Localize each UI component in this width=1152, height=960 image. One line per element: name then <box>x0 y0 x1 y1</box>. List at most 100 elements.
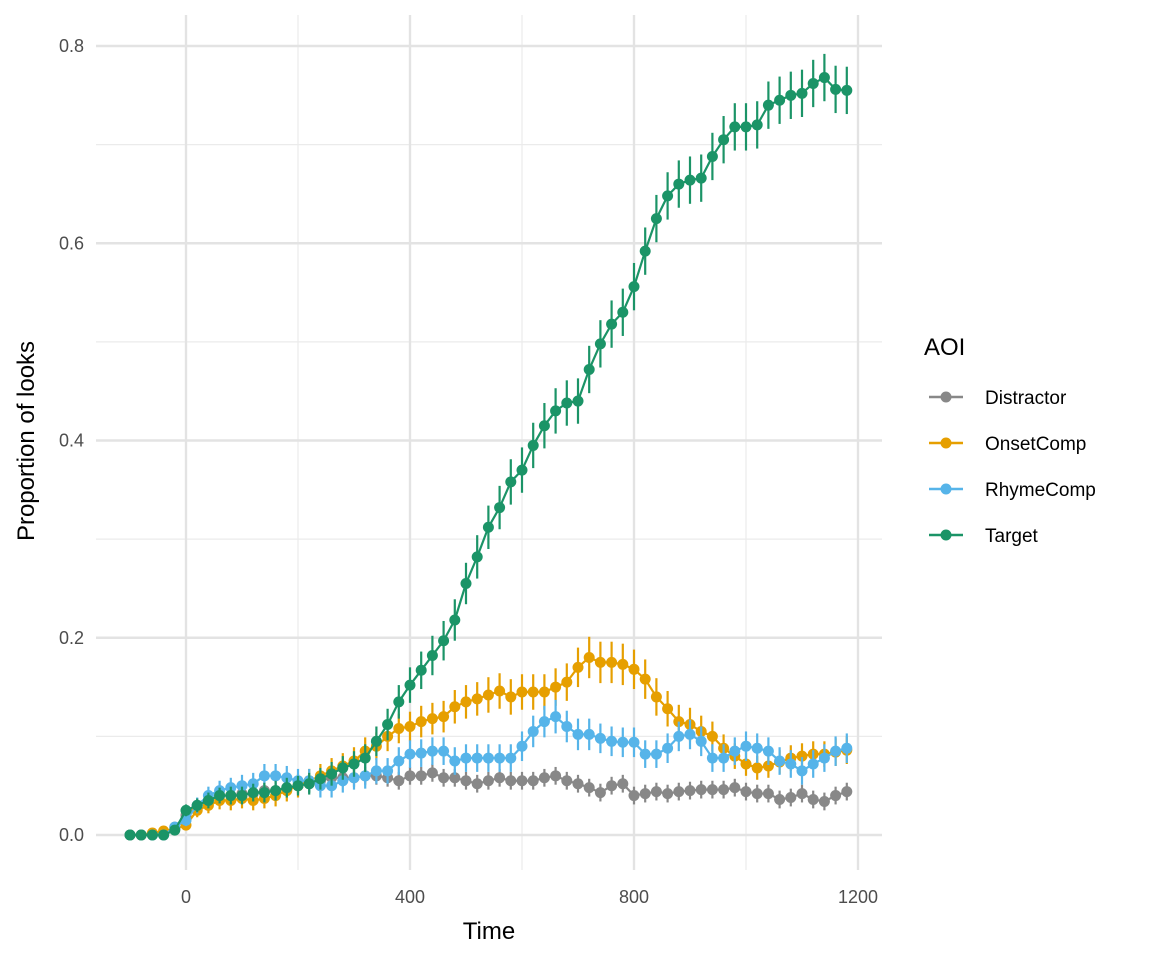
data-point <box>449 614 461 626</box>
data-point <box>158 829 170 841</box>
data-point <box>449 772 461 784</box>
data-point <box>415 747 427 759</box>
x-axis-title: Time <box>463 918 515 945</box>
data-point <box>516 740 528 752</box>
data-point <box>460 696 472 708</box>
data-point <box>494 502 506 514</box>
data-point <box>762 788 774 800</box>
data-point <box>762 745 774 757</box>
data-point <box>762 99 774 111</box>
data-point <box>550 405 562 417</box>
data-point <box>426 713 438 725</box>
data-point <box>382 765 394 777</box>
data-point <box>393 722 405 734</box>
data-point <box>729 121 741 133</box>
data-point <box>292 780 304 792</box>
data-point <box>639 245 651 257</box>
data-point <box>258 787 270 799</box>
legend-key-point <box>940 483 952 495</box>
data-point <box>617 736 629 748</box>
data-point <box>751 762 763 774</box>
data-point <box>751 742 763 754</box>
data-point <box>214 790 226 802</box>
data-point <box>684 785 696 797</box>
data-point <box>415 664 427 676</box>
data-point <box>426 767 438 779</box>
x-tick-labels: 0 400 800 1200 <box>181 887 878 907</box>
data-point <box>583 782 595 794</box>
data-point <box>505 775 517 787</box>
data-point <box>830 790 842 802</box>
data-point <box>348 758 360 770</box>
data-point <box>662 190 674 202</box>
data-point <box>303 778 315 790</box>
legend-key-point <box>940 529 952 541</box>
data-point <box>572 728 584 740</box>
data-point <box>415 716 427 728</box>
data-point <box>706 730 718 742</box>
data-point <box>818 752 830 764</box>
data-point <box>774 94 786 106</box>
data-point <box>270 770 282 782</box>
data-point <box>169 824 181 836</box>
data-point <box>572 778 584 790</box>
data-point <box>639 748 651 760</box>
data-point <box>572 661 584 673</box>
x-tick-label: 0 <box>181 887 191 907</box>
data-point <box>673 178 685 190</box>
data-point <box>796 750 808 762</box>
data-point <box>639 788 651 800</box>
data-point <box>191 799 203 811</box>
data-point <box>830 745 842 757</box>
data-point <box>650 691 662 703</box>
data-point <box>270 785 282 797</box>
legend-item-distractor: Distractor <box>929 388 1067 409</box>
major-gridlines <box>96 15 882 870</box>
data-point <box>438 711 450 723</box>
data-point <box>359 770 371 782</box>
data-point <box>494 685 506 697</box>
data-point <box>684 174 696 186</box>
data-point <box>807 77 819 89</box>
data-point <box>729 782 741 794</box>
data-point <box>594 656 606 668</box>
data-point <box>527 439 539 451</box>
data-point <box>516 775 528 787</box>
data-point <box>583 728 595 740</box>
data-point <box>180 804 192 816</box>
minor-gridlines <box>96 15 882 870</box>
data-point <box>550 711 562 723</box>
data-point <box>650 786 662 798</box>
data-point <box>180 814 192 826</box>
data-point <box>650 748 662 760</box>
data-point <box>740 121 752 133</box>
y-tick-label: 0.8 <box>59 36 84 56</box>
data-point <box>505 476 517 488</box>
data-point <box>583 363 595 375</box>
data-point <box>538 420 550 432</box>
data-point <box>236 780 248 792</box>
data-point <box>628 663 640 675</box>
data-point <box>774 755 786 767</box>
data-point <box>460 775 472 787</box>
data-point <box>617 658 629 670</box>
data-point <box>494 772 506 784</box>
data-point <box>572 395 584 407</box>
data-point <box>460 578 472 590</box>
data-point <box>673 730 685 742</box>
data-point <box>337 775 349 787</box>
data-point <box>594 338 606 350</box>
data-point <box>527 725 539 737</box>
legend-label: Target <box>985 526 1039 547</box>
legend-key-point <box>940 437 952 449</box>
data-point <box>359 752 371 764</box>
data-point <box>718 784 730 796</box>
data-point <box>516 464 528 476</box>
data-point <box>393 696 405 708</box>
data-point <box>796 765 808 777</box>
legend-items: Distractor OnsetComp RhymeComp Target <box>929 388 1096 547</box>
data-point <box>471 693 483 705</box>
data-point <box>695 735 707 747</box>
data-point <box>124 829 136 841</box>
data-point <box>426 650 438 662</box>
